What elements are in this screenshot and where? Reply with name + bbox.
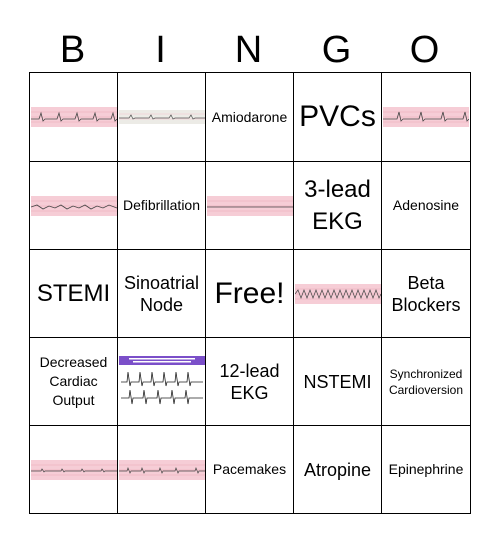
- bingo-cell-19[interactable]: NSTEMI: [294, 338, 382, 426]
- ekg-12-lead-image: [118, 355, 205, 408]
- bingo-cell-24[interactable]: Atropine: [294, 426, 382, 513]
- bingo-cell-21[interactable]: [30, 426, 118, 513]
- ekg-strip-image: [294, 283, 381, 304]
- bingo-cell-1[interactable]: [30, 73, 118, 162]
- cell-label: NSTEMI: [303, 371, 372, 392]
- ekg-strip-image: [30, 107, 117, 127]
- header-letter-i: I: [155, 29, 167, 71]
- bingo-cell-2[interactable]: [118, 73, 206, 162]
- bingo-cell-12[interactable]: Sinoatrial Node: [118, 250, 206, 338]
- ekg-strip-image: [30, 195, 117, 216]
- bingo-cell-20[interactable]: Synchronized Cardioversion: [382, 338, 470, 426]
- bingo-cell-11[interactable]: STEMI: [30, 250, 118, 338]
- cell-label: Defibrillation: [122, 197, 201, 213]
- ekg-strip-image: [206, 195, 293, 216]
- cell-label: 3-lead EKG: [304, 175, 371, 235]
- bingo-cell-9[interactable]: 3-lead EKG: [294, 162, 382, 250]
- header-letter-n: N: [234, 29, 264, 71]
- cell-label: Amiodarone: [211, 108, 288, 125]
- bingo-grid: Amiodarone PVCs Defibrillation 3-lead EK…: [29, 72, 471, 514]
- bingo-cell-3[interactable]: Amiodarone: [206, 73, 294, 162]
- cell-label: PVCs: [299, 100, 376, 133]
- header-letter-o: O: [409, 29, 441, 71]
- bingo-header: B I N G O: [29, 28, 471, 72]
- bingo-cell-15[interactable]: Beta Blockers: [382, 250, 470, 338]
- ekg-strip-image: [30, 459, 117, 480]
- header-letter-b: B: [59, 29, 87, 71]
- cell-label: Atropine: [303, 459, 372, 480]
- bingo-cell-5[interactable]: [382, 73, 470, 162]
- cell-label: 12-lead EKG: [219, 360, 280, 403]
- cell-label: Epinephrine: [388, 461, 464, 477]
- bingo-cell-7[interactable]: Defibrillation: [118, 162, 206, 250]
- cell-label: Synchronized Cardioversion: [388, 366, 464, 397]
- cell-label: Adenosine: [392, 197, 460, 213]
- header-letter-g: G: [321, 29, 353, 71]
- cell-label: Beta Blockers: [391, 272, 461, 315]
- bingo-cell-10[interactable]: Adenosine: [382, 162, 470, 250]
- ekg-strip-image: [118, 110, 205, 124]
- bingo-cell-6[interactable]: [30, 162, 118, 250]
- bingo-cell-17[interactable]: [118, 338, 206, 426]
- bingo-cell-25[interactable]: Epinephrine: [382, 426, 470, 513]
- ekg-strip-image: [383, 107, 469, 127]
- bingo-cell-23[interactable]: Pacemakes: [206, 426, 294, 513]
- cell-label: Decreased Cardiac Output: [39, 354, 108, 408]
- cell-label: STEMI: [36, 279, 111, 307]
- cell-label: Pacemakes: [212, 461, 287, 477]
- bingo-cell-4[interactable]: PVCs: [294, 73, 382, 162]
- bingo-cell-free[interactable]: Free!: [206, 250, 294, 338]
- bingo-cell-18[interactable]: 12-lead EKG: [206, 338, 294, 426]
- bingo-cell-8[interactable]: [206, 162, 294, 250]
- cell-label: Sinoatrial Node: [123, 272, 200, 315]
- ekg-strip-image: [118, 459, 205, 480]
- bingo-cell-22[interactable]: [118, 426, 206, 513]
- bingo-cell-14[interactable]: [294, 250, 382, 338]
- bingo-cell-16[interactable]: Decreased Cardiac Output: [30, 338, 118, 426]
- free-space-label: Free!: [214, 276, 285, 310]
